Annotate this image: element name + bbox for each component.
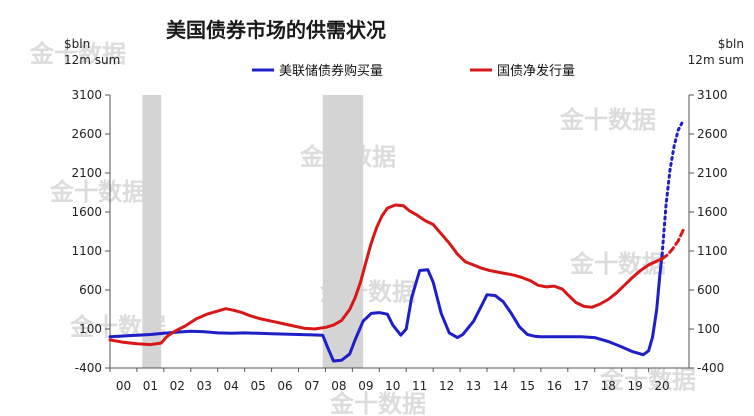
- y-tick-label-right: -400: [697, 361, 724, 375]
- series-line-fed-purchases: [108, 253, 664, 363]
- series-projection-fed-purchases: [660, 120, 684, 257]
- x-tick-label: 19: [627, 379, 642, 393]
- x-tick-label: 10: [385, 379, 400, 393]
- x-tick-label: 18: [601, 379, 616, 393]
- y-tick-label-left: 600: [79, 283, 102, 297]
- y-tick-label-right: 2100: [697, 166, 728, 180]
- series-line-treasury-net-issuance: [108, 203, 664, 347]
- legend-label-fed: 美联储债券购买量: [279, 63, 383, 79]
- y-tick-label-right: 3100: [697, 88, 728, 102]
- x-tick-label: 08: [331, 379, 346, 393]
- x-tick-label: 02: [170, 379, 185, 393]
- x-tick-label: 00: [116, 379, 131, 393]
- shaded-period: [142, 95, 162, 368]
- x-tick-label: 11: [412, 379, 427, 393]
- x-tick-label: 16: [547, 379, 562, 393]
- y-tick-label-left: 100: [79, 322, 102, 336]
- left-unit-line-2: 12m sum: [64, 53, 120, 67]
- x-tick-label: 14: [493, 379, 508, 393]
- x-tick-label: 01: [143, 379, 158, 393]
- x-tick-label: 04: [224, 379, 239, 393]
- y-tick-label-right: 1600: [697, 205, 728, 219]
- left-unit-line-1: $bln: [64, 37, 90, 51]
- legend-label-treasury: 国债净发行量: [497, 63, 575, 79]
- recession-shading: [142, 95, 364, 368]
- watermark-text: 金十数据: [29, 40, 126, 68]
- watermark-text: 金十数据: [599, 366, 696, 394]
- right-unit-line-2: 12m sum: [688, 53, 744, 67]
- y-tick-label-right: 100: [697, 322, 720, 336]
- y-tick-label-left: 1100: [71, 244, 102, 258]
- y-tick-label-right: 1100: [697, 244, 728, 258]
- y-tick-label-left: 2100: [71, 166, 102, 180]
- x-tick-label: 09: [358, 379, 373, 393]
- x-tick-label: 07: [304, 379, 319, 393]
- y-tick-label-left: 1600: [71, 205, 102, 219]
- watermark-text: 金十数据: [49, 178, 146, 206]
- x-tick-label: 05: [250, 379, 265, 393]
- y-tick-label-left: 2600: [71, 127, 102, 141]
- legend: 美联储债券购买量 国债净发行量: [252, 63, 575, 79]
- y-tick-label-right: 2600: [697, 127, 728, 141]
- watermark-text: 金十数据: [329, 390, 426, 416]
- y-tick-label-left: 3100: [71, 88, 102, 102]
- series-lines: [108, 120, 686, 363]
- x-tick-label: 15: [520, 379, 535, 393]
- x-tick-label: 17: [574, 379, 589, 393]
- x-tick-label: 12: [439, 379, 454, 393]
- x-tick-label: 20: [654, 379, 669, 393]
- chart-title: 美国债券市场的供需状况: [166, 18, 386, 42]
- series-projection-treasury-net-issuance: [660, 227, 686, 261]
- y-tick-label-left: -400: [75, 361, 102, 375]
- watermark-text: 金十数据: [559, 106, 656, 134]
- x-tick-label: 13: [466, 379, 481, 393]
- y-tick-label-right: 600: [697, 283, 720, 297]
- shaded-period: [322, 95, 364, 368]
- x-tick-label: 03: [197, 379, 212, 393]
- right-unit-line-1: $bln: [718, 37, 744, 51]
- x-tick-label: 06: [277, 379, 292, 393]
